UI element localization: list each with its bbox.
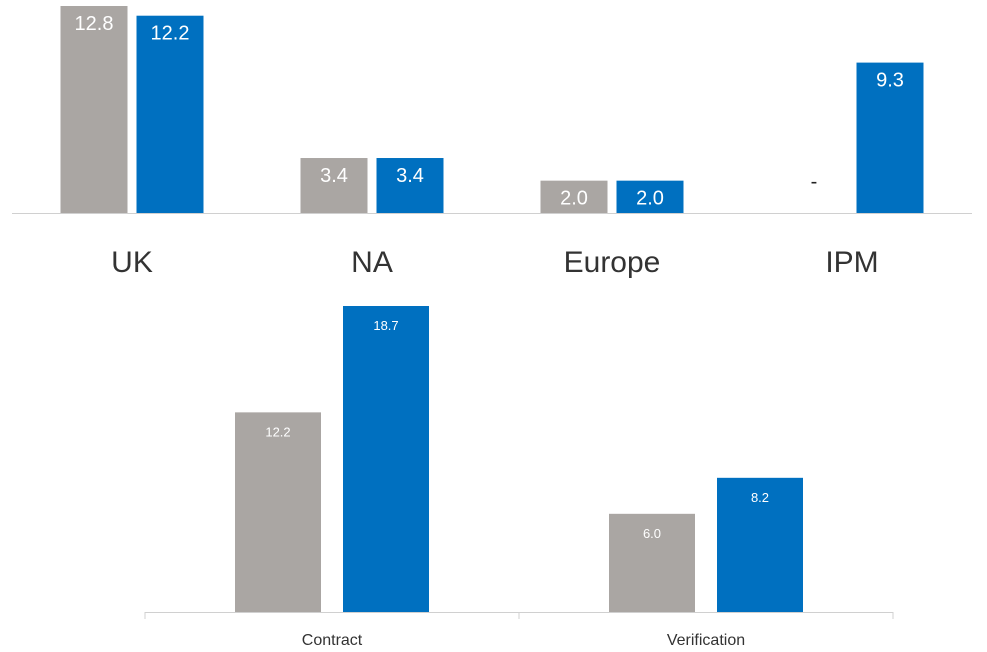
data-label-europe-prior: 2.0	[560, 188, 588, 210]
category-label-verification: Verification	[667, 632, 745, 649]
data-label-verification-prior: 6.0	[643, 526, 661, 541]
segment-bar-chart: 12.2 18.7 Contract 6.0 8.2 Verification	[144, 306, 894, 649]
bar-contract-current	[343, 306, 429, 612]
bar-verification-current	[717, 477, 803, 612]
bar-ipm-current	[856, 62, 924, 213]
bar-uk-prior	[60, 6, 128, 213]
data-label-na-current: 3.4	[396, 165, 424, 187]
data-label-ipm-current: 9.3	[876, 70, 904, 92]
category-label-ipm: IPM	[825, 246, 878, 279]
data-label-uk-current: 12.2	[151, 23, 190, 45]
bar-uk-current	[136, 15, 204, 213]
bar-contract-prior	[235, 412, 321, 612]
data-label-europe-current: 2.0	[636, 188, 664, 210]
data-label-na-prior: 3.4	[320, 165, 348, 187]
bar-verification-prior	[609, 513, 695, 612]
bar-europe-prior	[540, 180, 608, 213]
data-label-contract-current: 18.7	[373, 318, 398, 333]
category-label-europe: Europe	[564, 246, 661, 279]
category-label-uk: UK	[111, 246, 153, 279]
data-label-ipm-prior: -	[811, 171, 818, 193]
data-label-verification-current: 8.2	[751, 490, 769, 505]
category-label-contract: Contract	[302, 632, 363, 649]
data-label-contract-prior: 12.2	[265, 424, 290, 439]
bar-europe-current	[616, 180, 684, 213]
category-label-na: NA	[351, 246, 393, 279]
bar-na-prior	[300, 158, 368, 213]
bar-na-current	[376, 158, 444, 213]
data-label-uk-prior: 12.8	[75, 13, 114, 35]
regional-bar-chart: 12.8 12.2 UK 3.4 3.4 NA 2.0 2.0 Europe - 9.3 IPM	[12, 6, 972, 279]
